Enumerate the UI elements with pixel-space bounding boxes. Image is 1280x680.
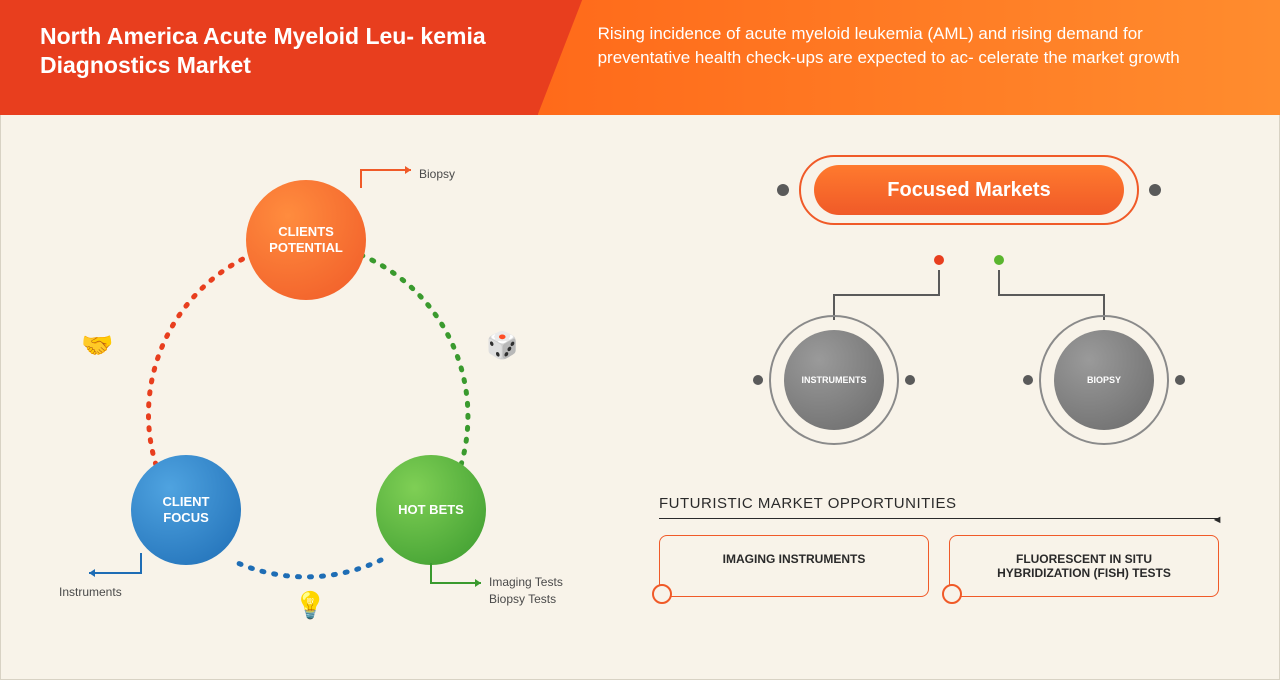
gauge-dot [905, 375, 915, 385]
header-desc-block: Rising incidence of acute myeloid leukem… [538, 0, 1280, 115]
gauge-label: INSTRUMENTS [784, 330, 884, 430]
gauge-dot [1023, 375, 1033, 385]
pill-inner: Focused Markets [814, 165, 1124, 215]
futuristic-row: IMAGING INSTRUMENTS FLUORESCENT IN SITU … [659, 535, 1219, 597]
dice-icon: 🎲 [486, 330, 518, 361]
bulb-icon: 💡 [294, 590, 326, 621]
node-label: HOT BETS [398, 502, 464, 518]
node-label: CLIENT FOCUS [141, 494, 231, 527]
gauge-dot [1175, 375, 1185, 385]
gauge-dot [753, 375, 763, 385]
cycle-diagram: CLIENTS POTENTIAL Biopsy CLIENT FOCUS In… [41, 145, 601, 645]
content-area: CLIENTS POTENTIAL Biopsy CLIENT FOCUS In… [0, 115, 1280, 680]
page-title: North America Acute Myeloid Leu- kemia D… [40, 22, 498, 80]
instruments-label: Instruments [59, 585, 122, 599]
pill-dot-right [1149, 184, 1161, 196]
futuristic-section: FUTURISTIC MARKET OPPORTUNITIES IMAGING … [659, 495, 1219, 597]
header: North America Acute Myeloid Leu- kemia D… [0, 0, 1280, 115]
biopsy-label: Biopsy [419, 167, 455, 181]
handshake-icon: 🤝 [81, 330, 113, 361]
header-title-block: North America Acute Myeloid Leu- kemia D… [0, 0, 538, 115]
imaging-tests-label: Imaging Tests [489, 575, 563, 589]
futuristic-box-2: FLUORESCENT IN SITU HYBRIDIZATION (FISH)… [949, 535, 1219, 597]
pill-dot-left [777, 184, 789, 196]
biopsy-tests-label: Biopsy Tests [489, 592, 556, 606]
gauge-instruments: INSTRUMENTS [769, 315, 899, 445]
gauge-label: BIOPSY [1054, 330, 1154, 430]
page-subtitle: Rising incidence of acute myeloid leukem… [598, 22, 1240, 70]
futuristic-heading: FUTURISTIC MARKET OPPORTUNITIES [659, 495, 1219, 519]
focused-pill: Focused Markets [799, 155, 1139, 225]
focused-markets: Focused Markets INSTRUMENTS BIOPSY [719, 155, 1219, 225]
node-client-focus: CLIENT FOCUS [131, 455, 241, 565]
node-hot-bets: HOT BETS [376, 455, 486, 565]
futuristic-box-1: IMAGING INSTRUMENTS [659, 535, 929, 597]
gauge-biopsy: BIOPSY [1039, 315, 1169, 445]
node-clients-potential: CLIENTS POTENTIAL [246, 180, 366, 300]
hotbets-arrow [426, 563, 496, 603]
focused-title: Focused Markets [887, 179, 1050, 202]
node-label: CLIENTS POTENTIAL [256, 224, 356, 257]
